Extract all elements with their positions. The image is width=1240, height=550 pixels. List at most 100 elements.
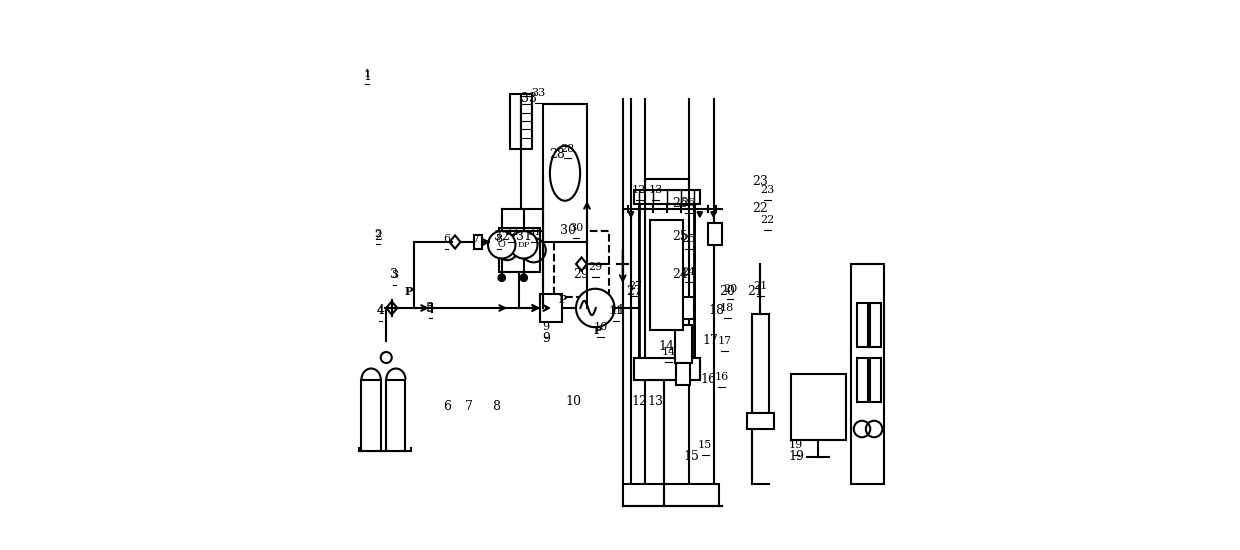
Text: 32: 32 [494, 230, 510, 243]
Text: 25: 25 [682, 234, 696, 244]
Text: 33: 33 [521, 92, 537, 106]
Polygon shape [642, 212, 647, 217]
Text: 12: 12 [631, 395, 647, 408]
Text: 32: 32 [505, 227, 518, 237]
Bar [521, 94, 532, 148]
Text: P: P [558, 294, 567, 305]
Text: 2: 2 [374, 230, 382, 243]
Text: DP: DP [517, 241, 529, 249]
Text: 14: 14 [658, 340, 675, 353]
Circle shape [489, 231, 516, 258]
Text: 24: 24 [672, 268, 688, 282]
Bar [634, 358, 699, 379]
Text: 27: 27 [627, 281, 642, 291]
Circle shape [521, 274, 527, 281]
Text: 15: 15 [698, 441, 712, 450]
Bar [640, 204, 694, 358]
Polygon shape [449, 235, 460, 249]
Text: 10: 10 [565, 395, 582, 408]
Text: 6: 6 [443, 234, 450, 244]
Text: 33: 33 [532, 89, 546, 98]
Bar [640, 204, 694, 358]
Text: 23: 23 [753, 175, 769, 188]
Text: 2: 2 [374, 229, 382, 239]
Text: 8: 8 [496, 234, 502, 244]
Text: 29: 29 [574, 268, 589, 282]
Bar [661, 248, 672, 314]
Bar [554, 231, 609, 297]
Bar [543, 104, 587, 242]
Bar [362, 379, 381, 451]
Bar [708, 223, 722, 245]
Text: 10: 10 [594, 322, 608, 332]
Text: 9: 9 [542, 332, 549, 345]
Text: O: O [497, 240, 506, 249]
Text: 26: 26 [682, 199, 696, 208]
Circle shape [510, 231, 537, 258]
Bar [676, 363, 689, 385]
Bar [791, 374, 846, 440]
Text: 29: 29 [588, 262, 603, 272]
Bar [474, 235, 482, 249]
Text: 25: 25 [672, 230, 688, 243]
Bar [510, 94, 521, 148]
Text: 19: 19 [789, 441, 804, 450]
Text: 17: 17 [718, 336, 732, 346]
Text: 28: 28 [560, 144, 575, 153]
Bar [386, 379, 405, 451]
Bar [622, 484, 719, 506]
Bar [751, 314, 769, 412]
Bar [675, 324, 692, 363]
Text: 17: 17 [703, 334, 719, 348]
Text: 3: 3 [391, 270, 398, 280]
Text: 1: 1 [363, 70, 371, 84]
Bar [650, 220, 683, 330]
Text: 23: 23 [760, 185, 775, 195]
Bar [645, 179, 688, 190]
Bar [746, 412, 774, 429]
Text: 30: 30 [559, 224, 575, 238]
Polygon shape [711, 212, 717, 217]
Circle shape [498, 274, 505, 281]
Text: 7: 7 [472, 234, 479, 244]
Polygon shape [697, 212, 703, 217]
Text: 18: 18 [708, 304, 724, 317]
Text: 31: 31 [527, 227, 542, 237]
Text: 5: 5 [427, 303, 434, 313]
Polygon shape [670, 212, 675, 217]
Text: 15: 15 [683, 450, 699, 463]
Text: 19: 19 [789, 450, 804, 463]
Bar [870, 302, 882, 346]
Text: 13: 13 [649, 185, 663, 195]
Polygon shape [629, 212, 634, 217]
Text: 22: 22 [753, 202, 768, 216]
Bar [870, 358, 882, 402]
Text: 4: 4 [377, 304, 384, 317]
Text: P: P [594, 324, 603, 336]
Text: 9: 9 [542, 322, 549, 332]
Text: 6: 6 [443, 400, 451, 414]
Bar [857, 358, 868, 402]
Polygon shape [386, 301, 397, 315]
Circle shape [381, 352, 392, 363]
Polygon shape [656, 212, 661, 217]
Bar [541, 294, 562, 322]
Text: 21: 21 [746, 285, 763, 298]
Text: 14: 14 [661, 347, 676, 357]
Text: 24: 24 [682, 267, 696, 277]
Text: 13: 13 [647, 395, 663, 408]
Circle shape [577, 289, 615, 327]
Bar [672, 297, 694, 319]
Text: 18: 18 [720, 303, 734, 313]
Text: 26: 26 [672, 197, 688, 210]
Text: 28: 28 [549, 147, 564, 161]
Text: 1: 1 [363, 69, 371, 79]
Polygon shape [683, 212, 688, 217]
Text: 12: 12 [632, 185, 646, 195]
Text: 7: 7 [465, 400, 472, 414]
Text: 11: 11 [609, 306, 624, 316]
Text: 8: 8 [492, 400, 500, 414]
Text: 16: 16 [714, 372, 729, 382]
Text: 16: 16 [701, 373, 715, 386]
Bar [634, 358, 699, 379]
